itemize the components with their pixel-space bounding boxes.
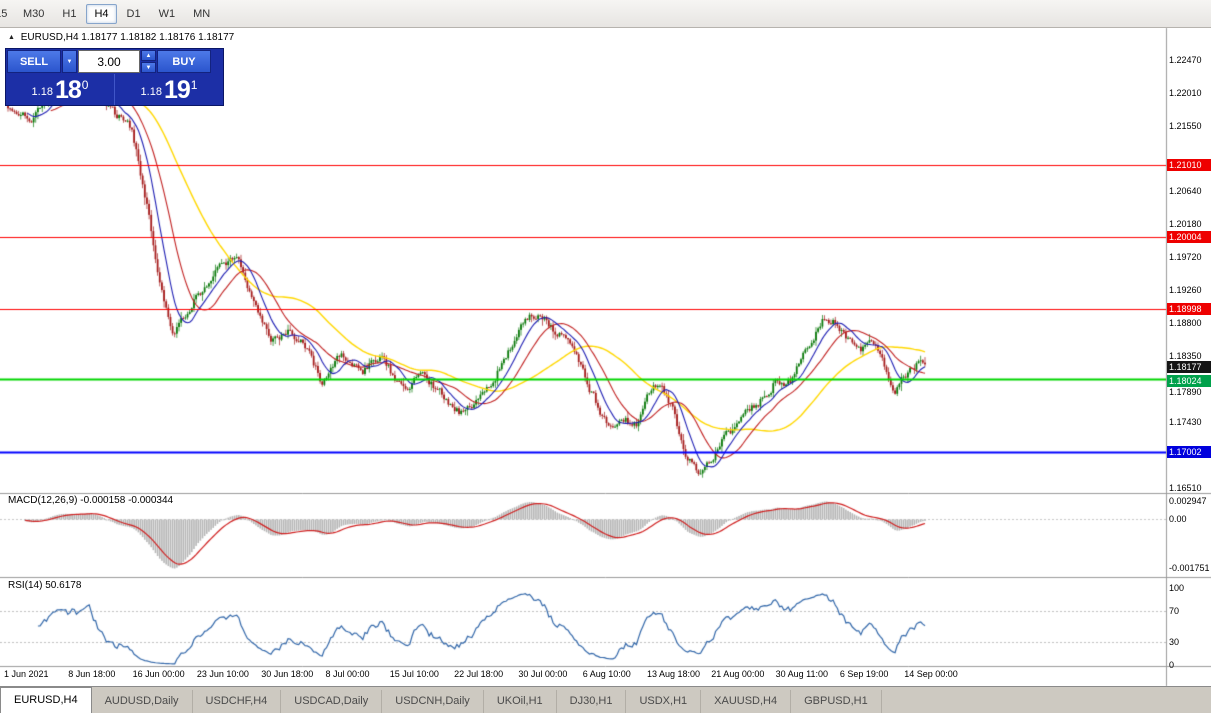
- macd-axis-value: 0.002947: [1169, 496, 1207, 506]
- timeframe-m15-button-partial[interactable]: M15: [0, 5, 13, 23]
- date-axis-label: 14 Sep 00:00: [904, 669, 958, 679]
- rsi-label: RSI(14) 50.6178: [8, 580, 82, 591]
- date-axis-label: 13 Aug 18:00: [647, 669, 701, 679]
- chart-tabs-bar: EURUSD,H4 AUDUSD,Daily USDCHF,H4 USDCAD,Dai…: [0, 686, 1211, 713]
- chart-tab-ukoil-h1[interactable]: UKOil,H1: [483, 690, 557, 713]
- timeframe-m15-label: M15: [0, 7, 8, 20]
- chevron-down-icon: ▼: [145, 64, 152, 71]
- date-axis-label: 22 Jul 18:00: [454, 669, 504, 679]
- timeframe-mn-button[interactable]: MN: [185, 4, 218, 24]
- buy-price-pip: 1: [190, 78, 198, 92]
- ohlc-text: EURUSD,H4 1.18177 1.18182 1.18176 1.1817…: [20, 32, 235, 43]
- rsi-axis-value: 0: [1169, 660, 1175, 670]
- volume-decrease-button[interactable]: ▼: [141, 62, 156, 73]
- chart-tab-usdx-h1[interactable]: USDX,H1: [626, 690, 702, 713]
- timeframe-h1-button[interactable]: H1: [54, 4, 84, 24]
- chevron-down-icon: ▼: [66, 58, 73, 65]
- date-axis-label: 30 Aug 11:00: [775, 669, 828, 679]
- chart-tab-usdcnh-daily[interactable]: USDCNH,Daily: [382, 690, 484, 713]
- sell-price[interactable]: 1.18 18 0: [6, 74, 115, 105]
- volume-increase-button[interactable]: ▲: [141, 50, 156, 61]
- chart-tab-eurusd-h4[interactable]: EURUSD,H4: [0, 687, 92, 713]
- rsi-axis-value: 30: [1169, 637, 1180, 647]
- price-tick: 1.16510: [1169, 482, 1202, 493]
- volume-input[interactable]: [78, 50, 140, 73]
- trade-prices-row: 1.18 18 0 1.18 19 1: [6, 74, 223, 105]
- chart-tab-usdcad-daily[interactable]: USDCAD,Daily: [281, 690, 383, 713]
- price-tick: 1.17890: [1169, 386, 1202, 397]
- buy-price-big: 19: [163, 76, 191, 104]
- price-level-badge: 1.18998: [1167, 303, 1211, 316]
- sell-price-pip: 0: [81, 78, 89, 92]
- one-click-trading-panel: SELL ▼ ▲ ▼ BUY 1.18 18 0 1.18: [5, 48, 224, 106]
- date-axis-label: 6 Sep 19:00: [839, 669, 889, 679]
- chart-ohlc-line: ▲ EURUSD,H4 1.18177 1.18182 1.18176 1.18…: [8, 32, 234, 43]
- chart-tab-usdchf-h4[interactable]: USDCHF,H4: [192, 690, 282, 713]
- rsi-axis-value: 70: [1169, 606, 1180, 616]
- buy-price-prefix: 1.18: [140, 86, 162, 98]
- price-tick: 1.19720: [1169, 252, 1202, 263]
- price-tick: 1.21550: [1169, 121, 1202, 131]
- date-axis-label: 30 Jun 18:00: [261, 669, 314, 679]
- price-tick: 1.20180: [1169, 219, 1202, 230]
- timeframe-h4-button[interactable]: H4: [86, 3, 117, 24]
- price-tick: 1.18800: [1169, 318, 1202, 329]
- chart-tab-gbpusd-h1[interactable]: GBPUSD,H1: [791, 690, 882, 713]
- timeframe-m30-button[interactable]: M30: [15, 4, 52, 24]
- date-axis-label: 23 Jun 10:00: [196, 669, 249, 679]
- date-axis-label: 1 Jun 2021: [4, 669, 49, 679]
- macd-label: MACD(12,26,9) -0.000158 -0.000344: [8, 495, 174, 506]
- date-axis-label: 6 Aug 10:00: [582, 669, 631, 679]
- date-axis-label: 16 Jun 00:00: [132, 669, 185, 679]
- chart-tab-dj30-h1[interactable]: DJ30,H1: [556, 690, 627, 713]
- date-axis-label: 21 Aug 00:00: [711, 669, 765, 679]
- price-tick: 1.20640: [1169, 186, 1202, 197]
- buy-price[interactable]: 1.18 19 1: [115, 74, 223, 105]
- volume-spinner: ▲ ▼: [141, 50, 156, 73]
- volume-dropdown-button[interactable]: ▼: [62, 50, 77, 73]
- price-tick: 1.18350: [1169, 350, 1202, 361]
- price-tick: 1.22470: [1169, 55, 1202, 65]
- chart-tab-audusd-daily[interactable]: AUDUSD,Daily: [91, 690, 193, 713]
- date-axis-label: 8 Jul 00:00: [325, 669, 370, 679]
- macd-axis-value: 0.00: [1169, 514, 1187, 524]
- macd-axis-value: -0.001751: [1169, 563, 1210, 573]
- trade-controls-row: SELL ▼ ▲ ▼ BUY: [6, 49, 223, 74]
- timeframe-d1-button[interactable]: D1: [119, 4, 149, 24]
- price-level-badge: 1.18024: [1167, 374, 1211, 387]
- sell-button[interactable]: SELL: [7, 50, 61, 73]
- sell-price-prefix: 1.18: [31, 86, 53, 98]
- rsi-axis-value: 100: [1169, 583, 1185, 593]
- price-level-badge: 1.18177: [1167, 360, 1211, 373]
- price-tick: 1.17430: [1169, 416, 1202, 427]
- price-level-badge: 1.17002: [1167, 446, 1211, 459]
- timeframe-w1-button[interactable]: W1: [151, 4, 184, 24]
- price-tick: 1.19260: [1169, 285, 1202, 296]
- chevron-up-icon: ▲: [145, 52, 152, 59]
- price-level-badge: 1.21010: [1167, 158, 1211, 171]
- date-axis-label: 30 Jul 00:00: [518, 669, 568, 679]
- date-axis-label: 15 Jul 10:00: [389, 669, 439, 679]
- chart-marker-icon: ▲: [8, 34, 15, 41]
- buy-button[interactable]: BUY: [157, 50, 211, 73]
- chart-tab-xauusd-h4[interactable]: XAUUSD,H4: [701, 690, 792, 713]
- sell-price-big: 18: [54, 76, 82, 104]
- date-axis-label: 8 Jun 18:00: [68, 669, 116, 679]
- price-tick: 1.22010: [1169, 88, 1202, 98]
- price-level-badge: 1.20004: [1167, 230, 1211, 243]
